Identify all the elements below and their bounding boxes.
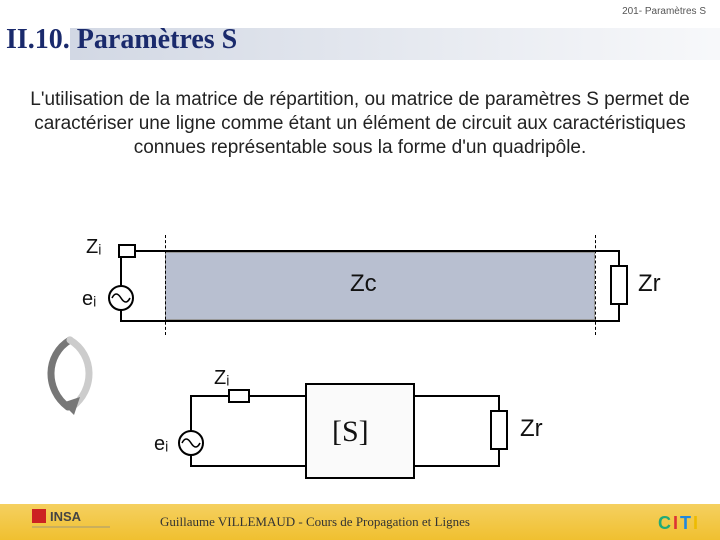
voltage-source-icon: [108, 285, 134, 311]
svg-text:INSA: INSA: [50, 509, 82, 524]
zc-region: [165, 252, 595, 320]
dashed-left: [165, 235, 166, 335]
zi-label: Zᵢ: [86, 236, 101, 259]
page-title: II.10. Paramètres S: [6, 24, 237, 56]
insa-logo: INSA: [30, 503, 120, 536]
zr-load-2: [490, 410, 508, 450]
zr-label-2: Zr: [520, 415, 543, 443]
dashed-right: [595, 235, 596, 335]
zr-label: Zr: [638, 270, 661, 298]
s-matrix-label: [S]: [332, 415, 369, 449]
footer-text: Guillaume VILLEMAUD - Cours de Propagati…: [160, 514, 470, 530]
ei-label-2: eᵢ: [154, 433, 168, 456]
slide-ref: 201- Paramètres S: [622, 6, 706, 17]
zi-impedance: [118, 244, 136, 258]
title-bar: II.10. Paramètres S: [0, 24, 720, 64]
voltage-source-icon-2: [178, 430, 204, 456]
body-paragraph: L'utilisation de la matrice de répartiti…: [30, 88, 690, 159]
zi-label-2: Zᵢ: [214, 367, 229, 390]
ei-label: eᵢ: [82, 288, 96, 311]
diagram-transmission-line: Zᵢ eᵢ Zc Zr: [90, 230, 650, 340]
diagram-two-port: Zᵢ eᵢ [S] Zr: [160, 375, 580, 485]
zr-load: [610, 265, 628, 305]
zc-label: Zc: [350, 270, 377, 298]
transform-arrow-icon: [40, 335, 100, 415]
citi-logo: CITI: [658, 513, 700, 534]
zi-impedance-2: [228, 389, 250, 403]
